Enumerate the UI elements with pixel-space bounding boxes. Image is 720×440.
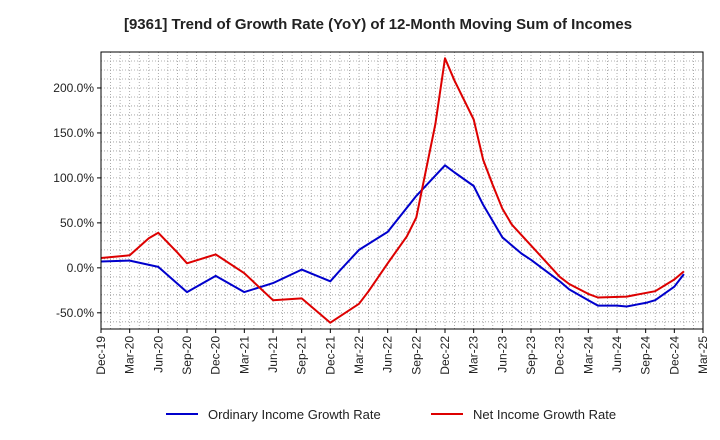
x-tick-label: Dec-24 bbox=[667, 336, 681, 375]
x-tick-label: Jun-22 bbox=[381, 336, 395, 373]
y-tick-label: 0.0% bbox=[67, 261, 95, 275]
grid-lines bbox=[101, 52, 703, 329]
x-tick-label: Sep-23 bbox=[524, 336, 538, 375]
y-tick-label: 200.0% bbox=[53, 81, 94, 95]
x-tick-label: Mar-22 bbox=[352, 336, 366, 374]
x-tick-label: Dec-22 bbox=[438, 336, 452, 375]
x-tick-label: Dec-21 bbox=[323, 336, 337, 375]
x-tick-label: Sep-22 bbox=[409, 336, 423, 375]
x-tick-label: Sep-21 bbox=[295, 336, 309, 375]
y-tick-label: -50.0% bbox=[56, 306, 94, 320]
x-tick-label: Mar-21 bbox=[237, 336, 251, 374]
plot-area bbox=[101, 52, 703, 329]
x-tick-label: Dec-19 bbox=[94, 336, 108, 375]
x-tick-label: Mar-23 bbox=[467, 336, 481, 374]
x-axis: Dec-19 Mar-20 Jun-20 Sep-20 Dec-20 Mar-21 Jun-… bbox=[94, 329, 710, 375]
x-tick-label: Dec-20 bbox=[209, 336, 223, 375]
legend-label: Net Income Growth Rate bbox=[473, 407, 616, 422]
y-tick-label: 50.0% bbox=[60, 216, 94, 230]
y-tick-label: 150.0% bbox=[53, 126, 94, 140]
legend-label: Ordinary Income Growth Rate bbox=[208, 407, 381, 422]
x-tick-label: Jun-20 bbox=[151, 336, 165, 373]
y-tick-label: 100.0% bbox=[53, 171, 94, 185]
legend: Ordinary Income Growth Rate Net Income Gr… bbox=[166, 407, 616, 422]
ordinary-income-line bbox=[100, 164, 685, 308]
chart-title: [9361] Trend of Growth Rate (YoY) of 12-… bbox=[124, 16, 632, 33]
x-tick-label: Jun-24 bbox=[610, 336, 624, 373]
y-axis: 200.0% 150.0% 100.0% 50.0% 0.0% -50.0% bbox=[53, 81, 101, 320]
x-tick-label: Dec-23 bbox=[553, 336, 567, 375]
x-tick-label: Jun-21 bbox=[266, 336, 280, 373]
x-tick-label: Mar-24 bbox=[581, 336, 595, 374]
x-tick-label: Mar-25 bbox=[696, 336, 710, 374]
net-income-line bbox=[100, 57, 685, 324]
plot-frame bbox=[100, 51, 704, 330]
x-tick-label: Sep-24 bbox=[639, 336, 653, 375]
x-tick-label: Sep-20 bbox=[180, 336, 194, 375]
series-lines bbox=[100, 57, 685, 324]
x-tick-label: Jun-23 bbox=[495, 336, 509, 373]
x-tick-label: Mar-20 bbox=[123, 336, 137, 374]
